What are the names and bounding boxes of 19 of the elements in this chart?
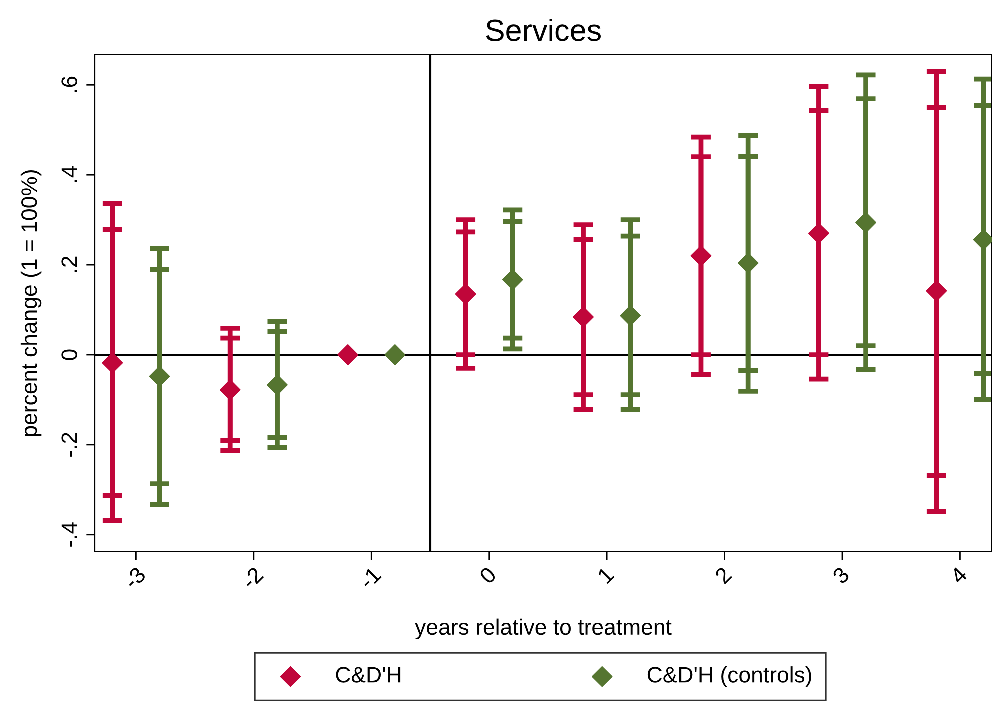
y-tick-label: .6 [62, 76, 78, 92]
chart-title: Services [486, 18, 601, 42]
y-tick-label: 0 [62, 350, 78, 360]
x-tick-label: 3 [832, 566, 850, 585]
y-tick-label: .2 [62, 256, 78, 272]
x-tick-label: -3 [123, 566, 147, 590]
y-tick-label: -.4 [62, 522, 78, 547]
y-axis-title: percent change (1 = 100%) [20, 170, 42, 436]
x-tick-label: 4 [949, 566, 968, 585]
x-tick-label: -1 [358, 566, 382, 590]
x-tick-label: 1 [597, 566, 615, 584]
y-tick-label: .4 [62, 166, 78, 182]
x-axis-title: years relative to treatment [415, 618, 672, 640]
x-tick-label: 0 [478, 566, 498, 585]
legend-label: C&D'H (controls) [648, 666, 812, 688]
legend-label: C&D'H [336, 667, 401, 683]
x-tick-label: 2 [714, 566, 732, 585]
x-tick-label: -2 [240, 566, 264, 590]
y-tick-label: -.2 [62, 433, 78, 457]
